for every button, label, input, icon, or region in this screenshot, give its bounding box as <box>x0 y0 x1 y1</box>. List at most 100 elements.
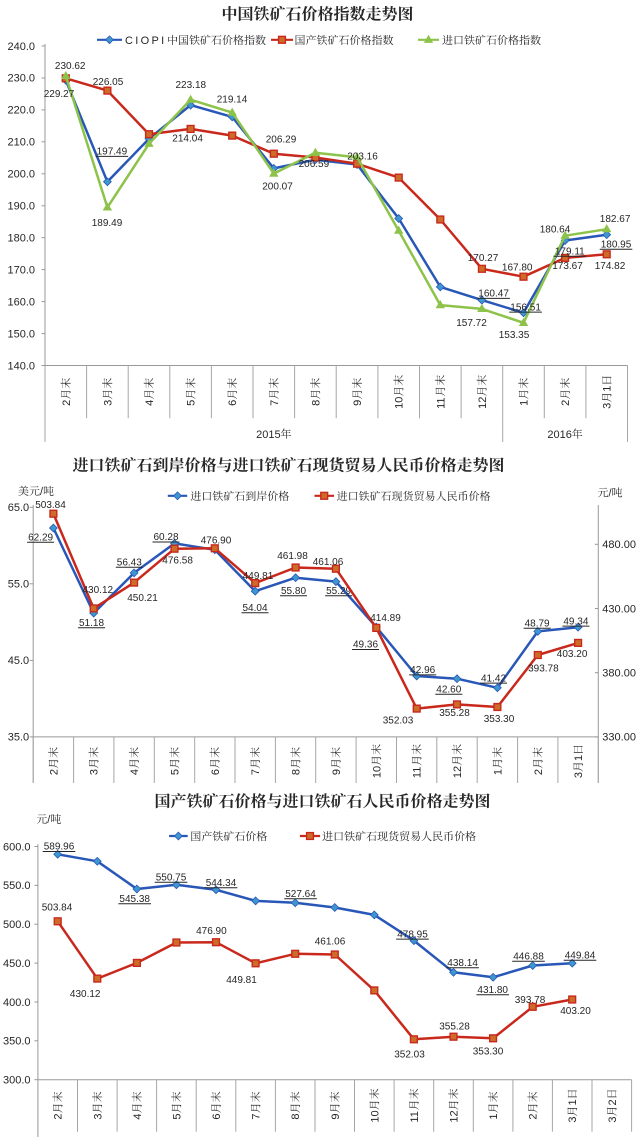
svg-text:12: 12 <box>477 397 489 409</box>
svg-text:300.0: 300.0 <box>3 1074 31 1086</box>
svg-text:206.59: 206.59 <box>299 159 330 170</box>
svg-text:150.0: 150.0 <box>7 328 35 340</box>
svg-text:430.00: 430.00 <box>602 603 636 615</box>
svg-text:2: 2 <box>560 400 572 406</box>
svg-text:449.84: 449.84 <box>565 950 596 961</box>
svg-text:182.67: 182.67 <box>600 214 631 225</box>
svg-text:2: 2 <box>607 1099 619 1105</box>
svg-text:11: 11 <box>412 767 424 778</box>
svg-text:51.18: 51.18 <box>79 618 104 629</box>
svg-text:438.14: 438.14 <box>447 958 478 969</box>
svg-text:414.89: 414.89 <box>370 613 401 624</box>
svg-text:461.06: 461.06 <box>315 936 346 947</box>
svg-text:461.98: 461.98 <box>277 551 308 562</box>
svg-text:189.49: 189.49 <box>92 218 123 229</box>
svg-text:1: 1 <box>567 1099 579 1105</box>
svg-text:550.75: 550.75 <box>156 872 187 883</box>
svg-text:600.0: 600.0 <box>3 841 31 853</box>
svg-text:449.81: 449.81 <box>243 571 274 582</box>
svg-text:54.04: 54.04 <box>242 603 267 614</box>
svg-text:352.03: 352.03 <box>394 1049 425 1060</box>
svg-text:180.95: 180.95 <box>601 239 632 250</box>
svg-text:355.28: 355.28 <box>439 1021 470 1032</box>
svg-text:200.07: 200.07 <box>262 181 293 192</box>
svg-text:5: 5 <box>186 400 198 406</box>
svg-text:500.0: 500.0 <box>3 919 31 931</box>
svg-text:65.0: 65.0 <box>8 502 29 514</box>
svg-text:527.64: 527.64 <box>285 889 316 900</box>
svg-text:430.12: 430.12 <box>70 989 101 1000</box>
svg-text:62.29: 62.29 <box>28 533 53 544</box>
svg-text:210.0: 210.0 <box>7 137 35 149</box>
svg-text:503.84: 503.84 <box>42 902 73 913</box>
svg-text:1: 1 <box>602 386 614 392</box>
svg-text:478.95: 478.95 <box>397 929 428 940</box>
svg-text:157.72: 157.72 <box>456 318 487 329</box>
svg-text:2: 2 <box>61 400 73 406</box>
svg-text:9: 9 <box>352 400 364 406</box>
svg-text:214.04: 214.04 <box>172 134 203 145</box>
svg-text:4: 4 <box>129 769 141 775</box>
svg-text:5: 5 <box>170 769 182 775</box>
svg-text:2: 2 <box>48 769 60 775</box>
svg-text:476.58: 476.58 <box>162 555 193 566</box>
svg-text:230.62: 230.62 <box>55 61 86 72</box>
svg-text:56.43: 56.43 <box>117 557 142 568</box>
svg-text:9: 9 <box>330 1113 342 1119</box>
svg-text:2: 2 <box>533 769 545 775</box>
svg-text:CIOPI: CIOPI <box>125 35 166 47</box>
svg-text:503.84: 503.84 <box>35 500 66 511</box>
svg-text:4: 4 <box>144 400 156 406</box>
svg-text:403.20: 403.20 <box>557 649 588 660</box>
svg-text:35.0: 35.0 <box>8 732 29 744</box>
svg-text:355.28: 355.28 <box>439 708 470 719</box>
svg-text:589.96: 589.96 <box>44 842 75 853</box>
svg-text:450.0: 450.0 <box>3 958 31 970</box>
svg-text:352.03: 352.03 <box>383 715 414 726</box>
svg-text:430.12: 430.12 <box>83 585 114 596</box>
svg-text:449.81: 449.81 <box>226 975 257 986</box>
svg-text:45.0: 45.0 <box>8 655 29 667</box>
svg-text:197.49: 197.49 <box>97 147 128 158</box>
svg-text:180.0: 180.0 <box>7 232 35 244</box>
svg-text:7: 7 <box>251 1113 263 1119</box>
svg-text:2: 2 <box>528 1113 540 1119</box>
svg-text:9: 9 <box>331 769 343 775</box>
svg-text:7: 7 <box>269 400 281 406</box>
svg-text:/: / <box>40 486 44 498</box>
svg-text:450.21: 450.21 <box>127 593 158 604</box>
svg-text:/: / <box>609 488 613 500</box>
svg-text:174.82: 174.82 <box>595 261 626 272</box>
svg-text:41.42: 41.42 <box>481 673 506 684</box>
svg-text:160.47: 160.47 <box>478 289 509 300</box>
svg-text:431.80: 431.80 <box>477 985 508 996</box>
svg-text:2016: 2016 <box>547 429 571 441</box>
svg-text:200.0: 200.0 <box>7 169 35 181</box>
svg-text:2: 2 <box>53 1113 65 1119</box>
svg-text:6: 6 <box>227 400 239 406</box>
svg-text:3: 3 <box>102 400 114 406</box>
svg-text:400.0: 400.0 <box>3 997 31 1009</box>
svg-text:170.27: 170.27 <box>468 253 499 264</box>
svg-text:49.34: 49.34 <box>563 616 588 627</box>
svg-text:153.35: 153.35 <box>499 330 530 341</box>
svg-text:3: 3 <box>567 1116 579 1122</box>
svg-text:5: 5 <box>171 1113 183 1119</box>
svg-text:60.28: 60.28 <box>153 532 178 543</box>
svg-text:1: 1 <box>573 755 585 761</box>
svg-text:3: 3 <box>602 403 614 409</box>
svg-text:353.30: 353.30 <box>473 1046 504 1057</box>
svg-text:173.67: 173.67 <box>552 261 583 272</box>
svg-text:170.0: 170.0 <box>7 264 35 276</box>
svg-text:8: 8 <box>290 1113 302 1119</box>
svg-text:49.36: 49.36 <box>353 640 378 651</box>
svg-text:190.0: 190.0 <box>7 201 35 213</box>
svg-text:2015: 2015 <box>256 429 280 441</box>
svg-text:380.00: 380.00 <box>602 668 636 680</box>
svg-text:10: 10 <box>394 397 406 409</box>
svg-text:3: 3 <box>607 1116 619 1122</box>
svg-text:226.05: 226.05 <box>93 77 124 88</box>
svg-text:230.0: 230.0 <box>7 73 35 85</box>
svg-text:6: 6 <box>210 769 222 775</box>
svg-text:461.06: 461.06 <box>313 557 344 568</box>
